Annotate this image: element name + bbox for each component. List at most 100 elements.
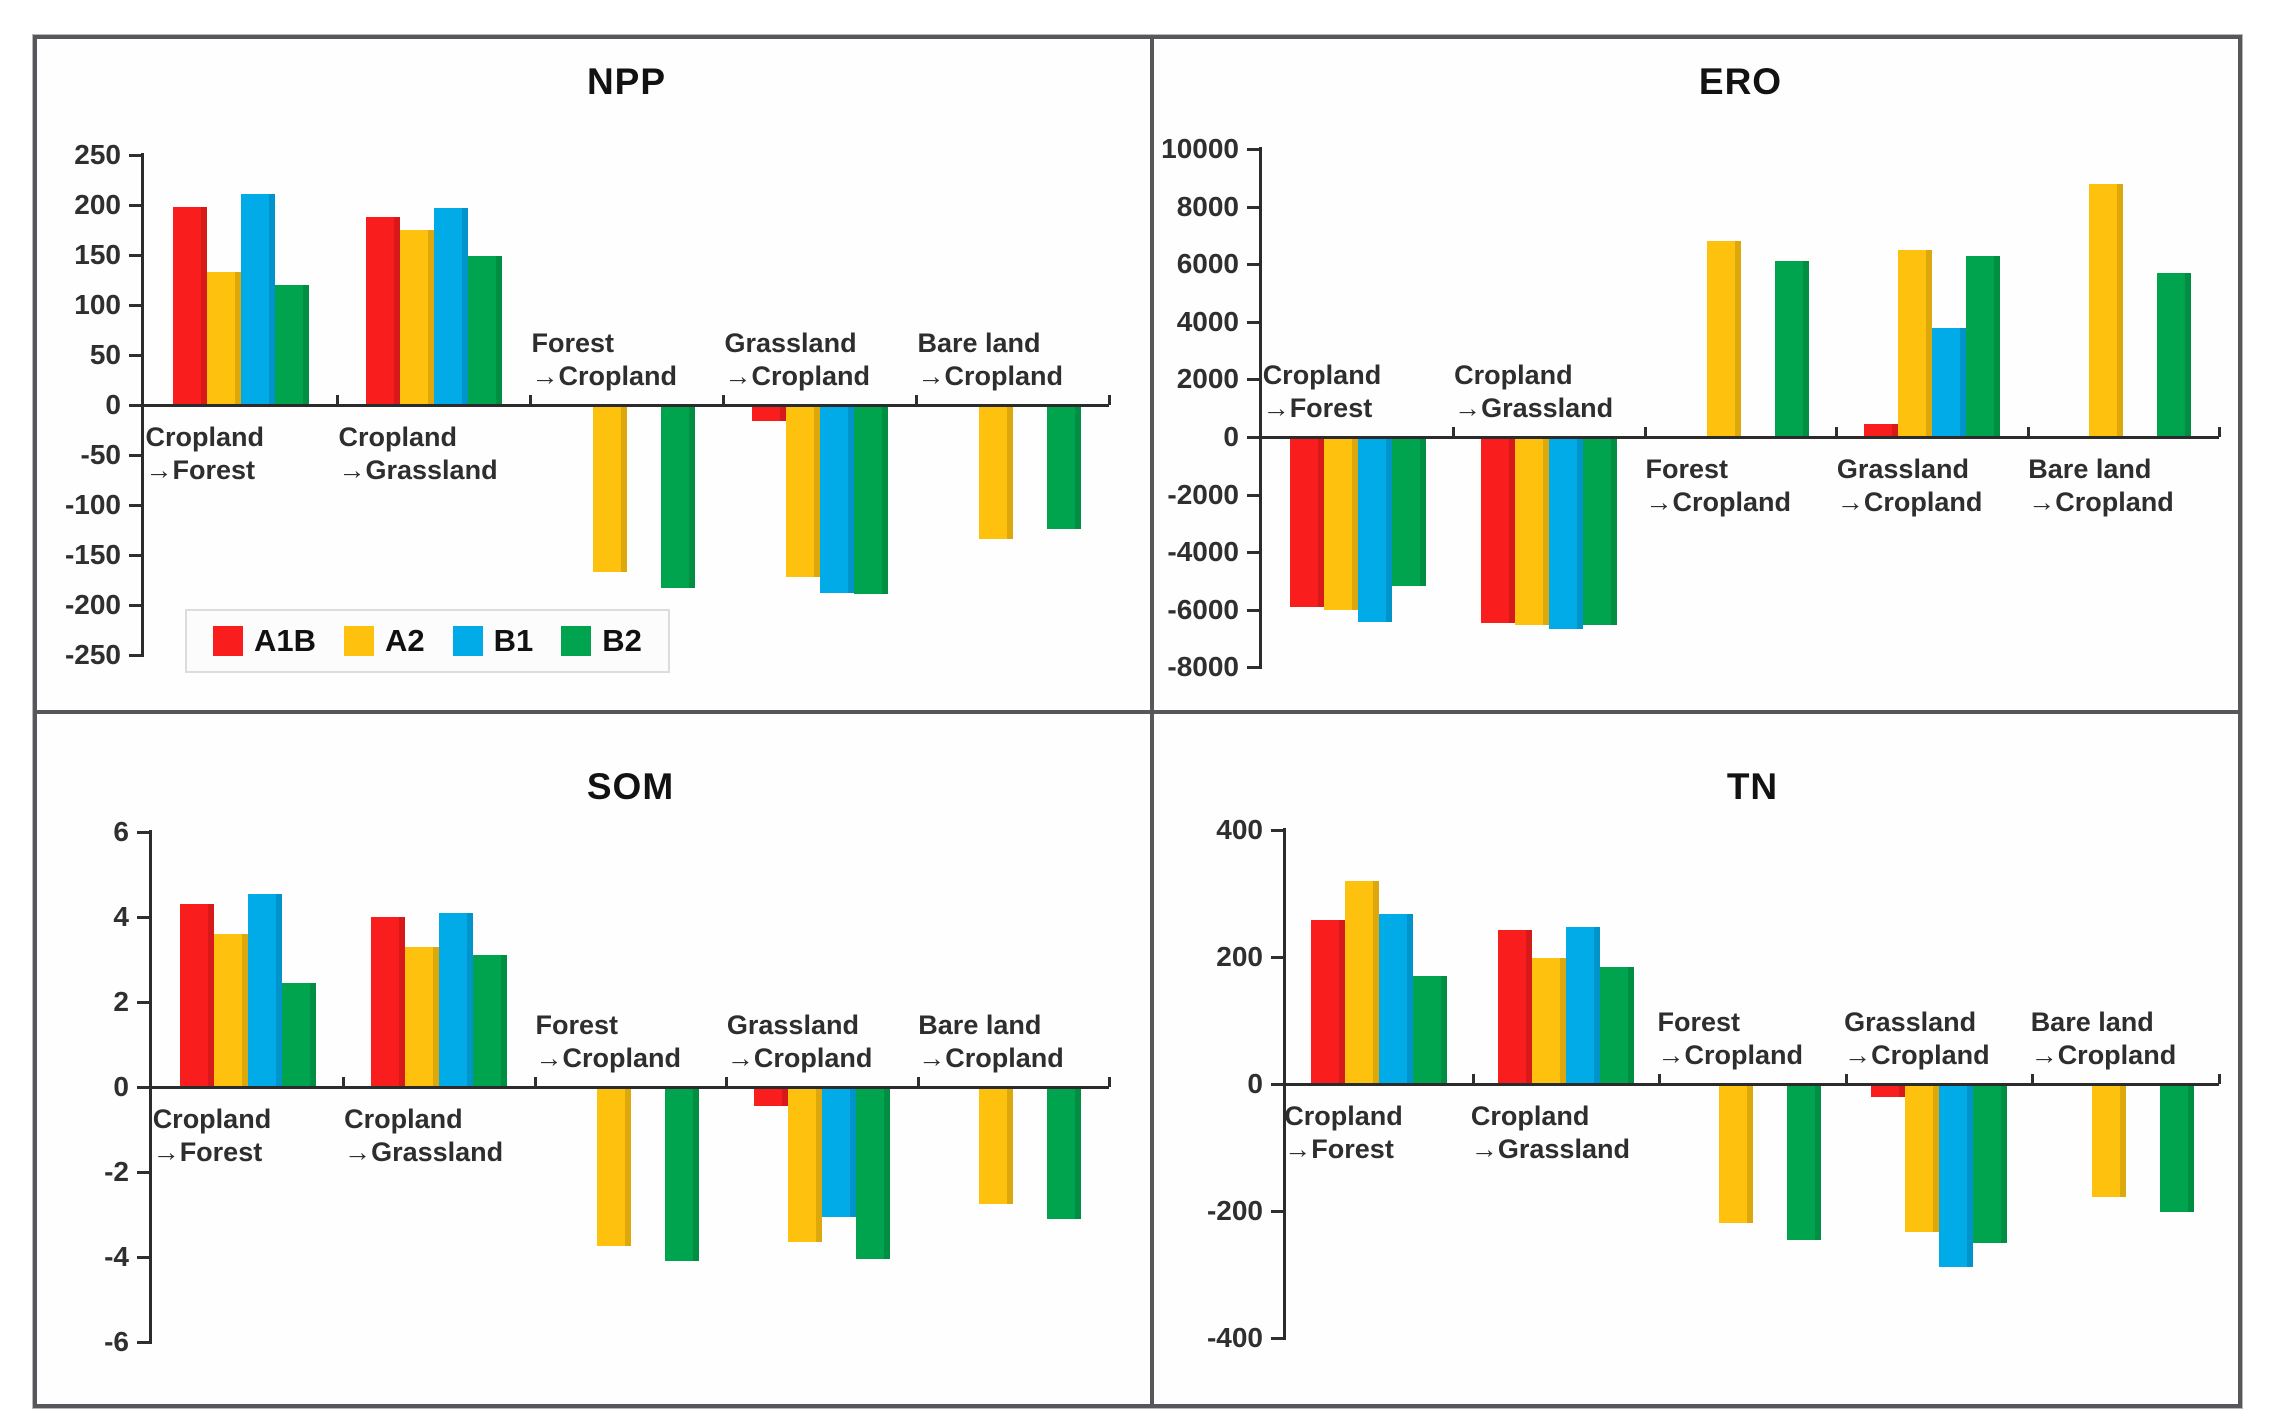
bar-A2-1 [405, 946, 440, 1087]
category-label-line1: Bare land [2028, 454, 2152, 484]
legend-swatch-B1 [452, 626, 483, 656]
y-tick-label: 2000 [1176, 363, 1239, 395]
y-tick [1247, 148, 1259, 151]
y-tick [1247, 263, 1259, 267]
bar-A2-3 [1897, 249, 1932, 437]
category-label-line1: Bare land [2030, 1007, 2154, 1037]
chart-title-npp: NPP [586, 61, 667, 102]
y-tick [137, 1001, 149, 1004]
category-label-line2: →Forest [1284, 1134, 1394, 1164]
x-tick [722, 395, 725, 405]
bar-B2-3 [1965, 255, 2000, 437]
x-axis [1259, 436, 2219, 439]
chart-title-tn: TN [1726, 766, 1779, 807]
y-tick [129, 604, 141, 607]
category-label-line2: →Cropland [1645, 487, 1792, 517]
y-tick-label: -400 [1206, 1322, 1263, 1353]
y-tick-label: -8000 [1167, 651, 1239, 683]
legend-label-B1: B1 [493, 623, 534, 658]
x-tick [1108, 395, 1111, 405]
bar-B1-1 [1549, 439, 1584, 630]
y-axis [1259, 147, 1262, 670]
bar-B2-0 [281, 982, 316, 1087]
legend-swatch-B2 [561, 626, 592, 656]
bar-A2-3 [1905, 1086, 1940, 1233]
legend-item-B1: B1 [452, 623, 534, 659]
y-tick-label: 100 [74, 289, 121, 320]
category-label-line1: Cropland [338, 422, 458, 452]
bar-A2-3 [787, 1089, 822, 1242]
legend-label-A1B: A1B [254, 623, 317, 658]
category-label-1: Cropland →Grassland [339, 421, 498, 487]
y-tick [137, 1086, 149, 1089]
bar-A2-4 [978, 407, 1013, 539]
bar-A2-4 [979, 1089, 1014, 1204]
y-tick-label: -2 [104, 1156, 129, 1187]
bar-B2-4 [2159, 1086, 2194, 1212]
category-label-line2: →Cropland [724, 361, 871, 391]
category-label-1: Cropland →Grassland [1454, 359, 1613, 425]
y-tick-label: 4000 [1176, 305, 1239, 337]
category-label-3: Grassland →Cropland [1844, 1006, 1990, 1072]
category-label-4: Bare land →Cropland [918, 1009, 1064, 1075]
panel-divider-horizontal [37, 710, 2238, 714]
bar-A1B-0 [179, 904, 214, 1087]
figure-frame: NPP A1B A2 B1 B2 250 200 150 100 50 0 -50 -100 -150… [33, 35, 2242, 1408]
category-label-line1: Cropland [145, 422, 265, 452]
bar-B1-0 [1357, 439, 1392, 622]
y-tick-label: 200 [1216, 941, 1263, 972]
bar-A1B-3 [753, 1089, 788, 1106]
y-tick-label: 400 [1216, 814, 1263, 845]
bar-A2-4 [2089, 183, 2124, 437]
category-label-0: Cropland →Forest [1284, 1100, 1403, 1166]
bar-A2-2 [1718, 1086, 1753, 1223]
bar-B2-2 [664, 1089, 699, 1262]
bar-A1B-3 [751, 407, 786, 421]
bar-B1-1 [439, 912, 474, 1087]
y-tick [129, 404, 141, 407]
category-label-line2: →Cropland [2028, 487, 2174, 517]
bar-A2-0 [1323, 439, 1358, 611]
x-tick [529, 395, 532, 405]
chart-title-ero: ERO [1698, 61, 1783, 102]
category-label-line2: →Forest [1262, 393, 1373, 423]
bar-B2-0 [274, 285, 309, 405]
category-label-line1: Grassland [724, 328, 857, 358]
category-label-line1: Cropland [1470, 1101, 1590, 1131]
y-tick-label: 250 [74, 139, 121, 170]
x-axis [149, 1086, 1109, 1089]
category-label-0: Cropland →Forest [153, 1103, 272, 1169]
y-tick [1247, 666, 1259, 670]
x-tick [1835, 427, 1839, 437]
y-tick [137, 1341, 149, 1344]
category-label-line2: →Cropland [1657, 1040, 1804, 1070]
chart-panel-npp: NPP A1B A2 B1 B2 250 200 150 100 50 0 -50 -100 -150… [37, 39, 1150, 710]
category-label-line1: Cropland [1284, 1101, 1403, 1131]
category-label-1: Cropland →Grassland [344, 1103, 503, 1169]
category-label-line2: →Grassland [1470, 1134, 1630, 1164]
legend: A1B A2 B1 B2 [185, 609, 670, 673]
x-tick [2031, 1074, 2035, 1084]
bar-B1-0 [1379, 913, 1414, 1084]
y-tick [1271, 956, 1283, 959]
category-label-0: Cropland →Forest [146, 421, 265, 487]
bar-B2-1 [1599, 967, 1634, 1084]
y-tick-label: 2 [113, 986, 129, 1017]
category-label-line1: Grassland [1836, 454, 1969, 484]
y-tick-label: 8000 [1176, 190, 1239, 222]
y-tick [129, 504, 141, 507]
bar-B2-2 [660, 407, 695, 588]
y-tick [1247, 493, 1259, 497]
category-label-line2: →Forest [152, 1137, 263, 1167]
x-tick [1108, 1077, 1111, 1087]
bar-B1-3 [819, 407, 854, 593]
category-label-line2: →Cropland [531, 361, 678, 391]
chart-panel-tn: TN 400 200 0 -200 -400 Cropland →Forest Croplan… [1154, 714, 2238, 1404]
category-label-2: Forest →Cropland [532, 327, 678, 393]
category-label-line1: Grassland [1844, 1007, 1977, 1037]
y-tick-label: -4 [104, 1241, 129, 1272]
bar-A1B-0 [1289, 439, 1324, 608]
bar-A2-3 [785, 407, 820, 577]
x-tick [336, 395, 339, 405]
category-label-3: Grassland →Cropland [725, 327, 871, 393]
